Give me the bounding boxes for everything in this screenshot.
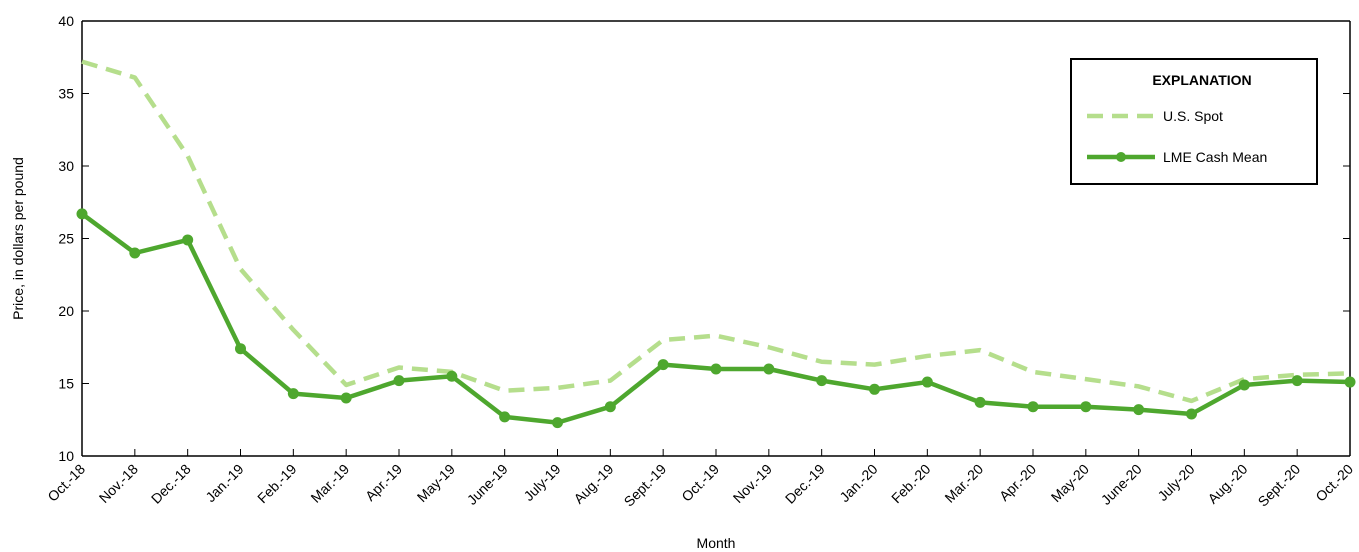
series-point (1027, 401, 1039, 413)
x-tick-label: Feb.-19 (254, 461, 300, 507)
series-point (1133, 404, 1145, 416)
x-tick-label: Feb.-20 (888, 461, 934, 507)
series-point (129, 247, 141, 259)
legend: EXPLANATION U.S. Spot LME Cash Mean (1070, 58, 1318, 185)
series-point (76, 208, 88, 220)
series-point (1238, 379, 1250, 391)
series-point (552, 417, 563, 429)
x-tick-label: Aug.-19 (570, 461, 616, 507)
series-point (604, 401, 616, 413)
series-point (499, 411, 511, 423)
series-point (235, 343, 246, 355)
series-point (446, 370, 458, 382)
x-tick-label: Oct.-19 (678, 461, 722, 505)
series-point (710, 363, 722, 375)
x-tick-label: May-20 (1048, 461, 1092, 505)
legend-box (1070, 58, 1318, 185)
series-point (763, 363, 775, 375)
series-point (393, 375, 405, 387)
y-tick-label: 30 (58, 158, 74, 174)
legend-label-1: LME Cash Mean (1163, 149, 1267, 165)
x-tick-label: Nov.-18 (96, 461, 141, 506)
x-tick-label: Mar.-20 (941, 461, 986, 506)
series-point (287, 388, 299, 400)
legend-label-0: U.S. Spot (1163, 108, 1223, 124)
x-tick-label: Aug.-20 (1204, 461, 1250, 507)
legend-items: U.S. Spot LME Cash Mean (1087, 108, 1267, 165)
x-tick-label: Apr.-20 (996, 461, 1039, 504)
series-point (816, 375, 828, 387)
series-layer (76, 59, 1356, 429)
x-axis-ticks: Oct.-18 Nov.-18 Dec.-18 Jan.-19 Feb.-19 Mar.-… (44, 449, 1356, 510)
y-tick-label: 15 (58, 376, 74, 392)
y-tick-label: 25 (58, 231, 74, 247)
x-tick-label: Jan.-19 (202, 461, 246, 505)
x-tick-label: July-20 (1154, 461, 1197, 504)
y-tick-label: 40 (58, 13, 74, 29)
x-tick-label: June-19 (464, 461, 511, 508)
legend-title: EXPLANATION (1152, 72, 1251, 88)
x-tick-label: May-19 (414, 461, 458, 505)
x-tick-label: Mar.-19 (307, 461, 352, 506)
x-tick-label: Dec.-19 (782, 461, 828, 507)
series-point (340, 392, 352, 404)
series-line-0 (81, 59, 1351, 404)
series-point (974, 396, 986, 408)
y-axis-title: Price, in dollars per pound (10, 157, 26, 320)
series-point (1080, 401, 1092, 413)
y-tick-label: 20 (58, 303, 74, 319)
x-tick-label: Dec.-18 (148, 461, 194, 507)
y-tick-label: 10 (58, 448, 74, 464)
series-point (182, 234, 194, 246)
series-point (921, 376, 933, 388)
x-tick-label: Oct.-18 (44, 461, 88, 505)
y-tick-label: 35 (58, 86, 74, 102)
x-tick-label: Oct.-20 (1312, 461, 1356, 505)
y-axis-ticks: 10 15 20 25 30 35 40 (58, 13, 1350, 464)
series-point (1291, 375, 1303, 387)
x-tick-label: Sept.-19 (621, 461, 670, 510)
x-tick-label: July-19 (520, 461, 563, 504)
series-point (1186, 408, 1197, 420)
series-point (1344, 376, 1356, 388)
series-point (869, 383, 880, 395)
x-tick-label: Apr.-19 (362, 461, 405, 504)
x-axis-title: Month (697, 535, 736, 551)
x-tick-label: Jan.-20 (836, 461, 880, 505)
legend-marker (1116, 152, 1126, 162)
x-tick-label: June-20 (1098, 461, 1145, 508)
x-tick-label: Nov.-19 (730, 461, 775, 506)
x-tick-label: Sept.-20 (1255, 461, 1304, 510)
series-point (657, 359, 669, 371)
